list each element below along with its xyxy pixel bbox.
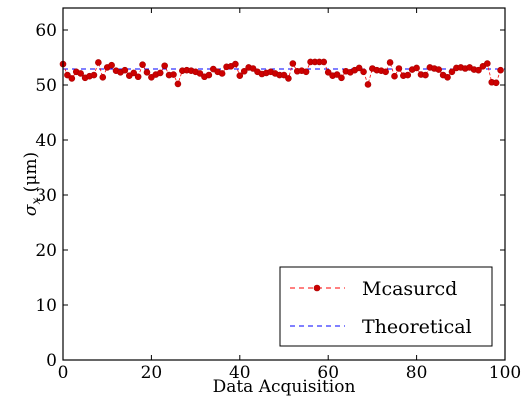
measured-point: [95, 59, 102, 66]
measured-point: [232, 60, 239, 68]
measured-point: [143, 69, 151, 76]
measured-point: [218, 70, 226, 77]
y-tick-label: 40: [35, 131, 57, 151]
measured-point: [99, 74, 107, 81]
measured-point: [64, 71, 71, 79]
measured-point: [320, 58, 328, 66]
y-tick-label: 20: [35, 241, 57, 261]
legend-measured-marker: [313, 284, 321, 292]
measured-point: [484, 60, 491, 67]
legend-theoretical-label: Theoretical: [362, 316, 472, 338]
measured-point: [134, 73, 142, 81]
measured-point: [386, 59, 394, 66]
measured-point: [422, 71, 429, 79]
measured-point: [249, 65, 257, 72]
legend: Mcasurcd Theoretical: [279, 266, 493, 347]
measured-point: [236, 72, 244, 79]
series-layer: [59, 58, 505, 88]
measured-point: [205, 71, 213, 79]
y-axis-subscript: x: [29, 198, 43, 205]
measured-point: [395, 65, 403, 72]
measured-point: [360, 68, 367, 76]
x-tick-label: 60: [317, 363, 339, 383]
measured-point: [448, 68, 456, 76]
measured-point: [240, 67, 248, 75]
measured-point: [77, 70, 84, 77]
measured-point: [285, 75, 292, 82]
measured-point: [391, 72, 398, 80]
measured-point: [475, 66, 482, 74]
measured-point: [90, 71, 98, 79]
x-axis-title: Data Acquisition: [213, 377, 356, 397]
y-axis-title: σx (μm): [21, 152, 43, 216]
measured-point: [364, 81, 372, 88]
measured-point: [497, 66, 504, 74]
measured-point: [121, 66, 129, 74]
measured-point: [68, 75, 76, 82]
measured-point: [435, 66, 443, 73]
measured-point: [382, 68, 389, 76]
y-tick-label: 0: [46, 351, 57, 371]
plot-frame: [62, 7, 506, 361]
measured-point: [324, 69, 332, 76]
measured-point: [161, 62, 168, 70]
measured-point: [289, 60, 297, 67]
x-tick-label: 20: [141, 363, 163, 383]
y-axis-ticks: 0 10 20 30 40 50 60: [35, 21, 505, 371]
y-tick-label: 10: [35, 296, 57, 316]
measured-point: [196, 70, 204, 77]
measured-point: [302, 68, 310, 76]
measured-point: [492, 79, 500, 87]
x-tick-label: 100: [489, 363, 521, 383]
y-tick-label: 50: [35, 76, 57, 96]
measured-point: [174, 80, 182, 88]
measured-point: [130, 69, 138, 77]
measured-point: [444, 74, 451, 81]
y-tick-label: 60: [35, 21, 57, 41]
measured-point: [139, 61, 146, 68]
y-axis-unit: (μm): [21, 152, 41, 198]
x-tick-label: 40: [229, 363, 251, 383]
measured-point: [108, 61, 115, 69]
legend-box: [279, 266, 493, 347]
measured-point: [413, 64, 420, 72]
x-tick-label: 80: [406, 363, 428, 383]
measured-point: [355, 64, 363, 72]
measured-point: [338, 74, 345, 82]
measured-point: [280, 71, 288, 79]
measured-point: [404, 71, 412, 79]
legend-measured-label: Mcasurcd: [362, 278, 457, 300]
measured-point: [156, 69, 164, 77]
measured-point: [333, 71, 341, 78]
measured-point: [170, 71, 177, 78]
y-axis-symbol: σ: [21, 204, 41, 216]
x-axis-ticks: 0 20 40 60 80 100: [58, 8, 521, 383]
x-tick-label: 0: [58, 363, 69, 383]
y-tick-label: 30: [35, 186, 57, 206]
